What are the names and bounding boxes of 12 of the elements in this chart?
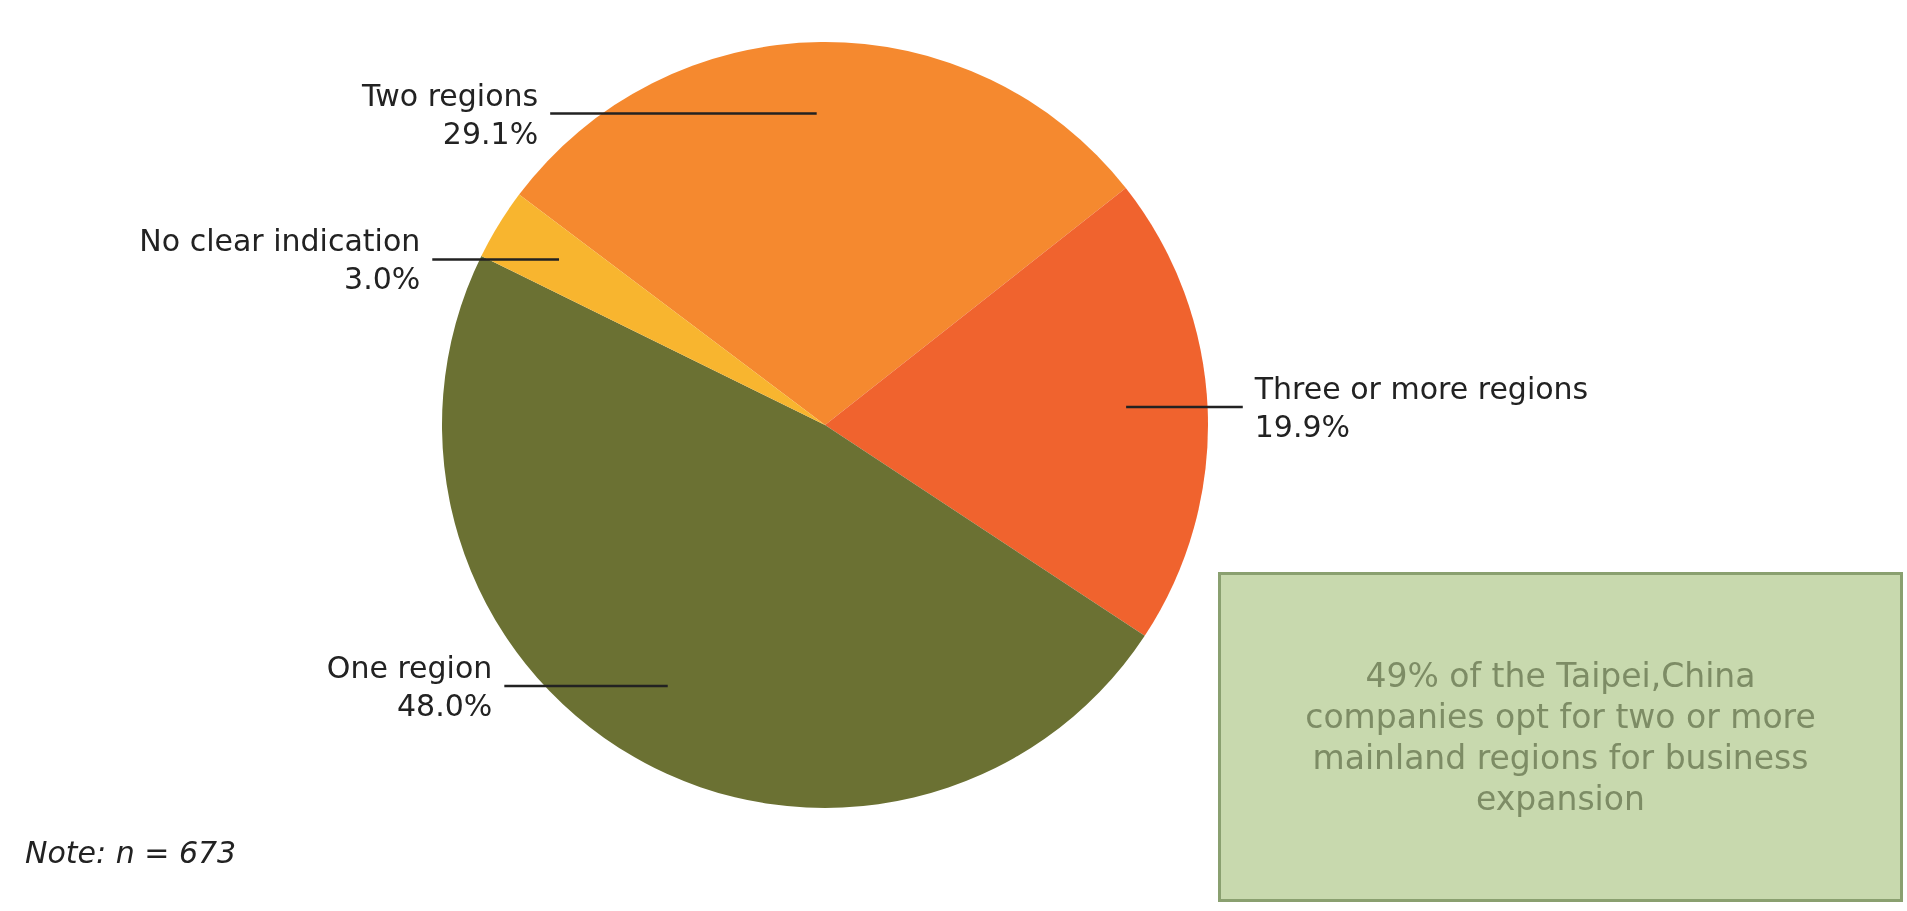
slice-label: Two regions bbox=[360, 77, 539, 113]
slice-label: One region bbox=[326, 649, 493, 685]
pie-slice bbox=[825, 187, 1208, 636]
slice-label: No clear indication bbox=[139, 223, 421, 259]
data-label: 48.0% bbox=[397, 687, 493, 723]
slice-label: Three or more regions bbox=[1253, 371, 1589, 407]
data-label: 19.9% bbox=[1254, 409, 1351, 445]
data-label: 3.0% bbox=[344, 261, 421, 297]
text: Note: n = 673 bbox=[25, 835, 237, 870]
data-label: 29.1% bbox=[442, 115, 539, 151]
text: 49% of the Taipei,China companies opt for two or more mainland regions for business expansion bbox=[1304, 654, 1817, 820]
pie-slice bbox=[481, 194, 825, 425]
